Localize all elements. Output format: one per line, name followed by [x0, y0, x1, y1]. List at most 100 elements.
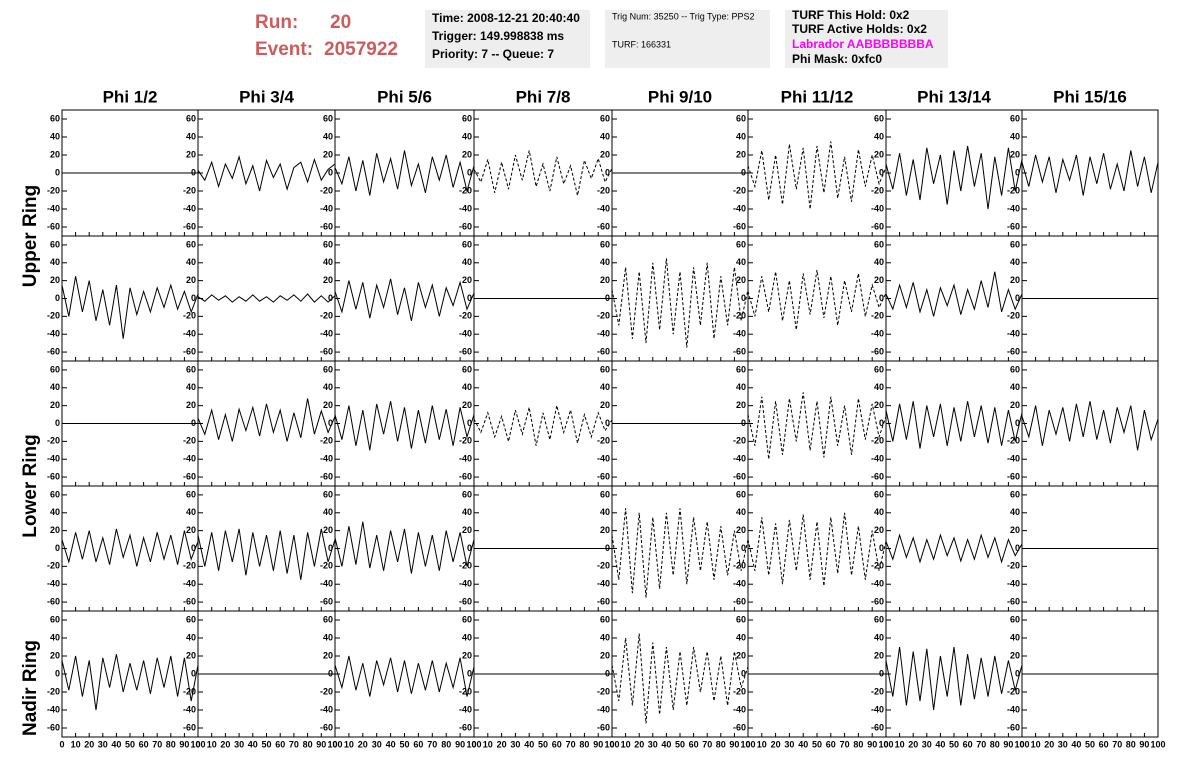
- x-tick-label: 10: [621, 739, 631, 749]
- y-tick-label: 60: [462, 113, 472, 123]
- y-tick-label: 20: [186, 650, 196, 660]
- column-title: Phi 13/14: [917, 87, 991, 106]
- y-tick-label: -40: [47, 329, 60, 339]
- y-tick-label: 0: [741, 418, 746, 428]
- y-tick-label: 40: [600, 131, 610, 141]
- x-tick-label: 60: [826, 739, 836, 749]
- y-tick-label: -60: [320, 346, 333, 356]
- y-tick-label: 60: [186, 239, 196, 249]
- y-tick-label: 60: [1010, 614, 1020, 624]
- y-tick-label: -20: [320, 686, 333, 696]
- panel-frame: [1021, 360, 1159, 487]
- column-title: Phi 15/16: [1053, 87, 1127, 106]
- y-tick-label: -40: [597, 329, 610, 339]
- y-tick-label: -40: [871, 203, 884, 213]
- x-tick-label: 20: [634, 739, 644, 749]
- y-tick-label: 60: [600, 364, 610, 374]
- waveform: [885, 401, 1023, 449]
- waveform: [473, 150, 613, 196]
- waveform: [473, 405, 613, 446]
- x-tick-label: 30: [648, 739, 658, 749]
- y-tick-label: -40: [459, 704, 472, 714]
- x-tick-label: 20: [84, 739, 94, 749]
- y-tick-label: 0: [467, 668, 472, 678]
- x-tick-label: 80: [716, 739, 726, 749]
- y-tick-label: 40: [1010, 257, 1020, 267]
- y-tick-label: 20: [323, 525, 333, 535]
- y-tick-label: 40: [1010, 632, 1020, 642]
- y-tick-label: -60: [871, 221, 884, 231]
- y-tick-label: -40: [183, 329, 196, 339]
- y-tick-label: -60: [459, 596, 472, 606]
- y-tick-label: 60: [186, 113, 196, 123]
- y-tick-label: 0: [1015, 293, 1020, 303]
- y-tick-label: -40: [1007, 329, 1020, 339]
- run-value: 20: [330, 12, 351, 33]
- y-tick-label: 0: [55, 293, 60, 303]
- panel-frame: [334, 109, 475, 237]
- y-tick-label: 60: [186, 364, 196, 374]
- y-tick-label: -60: [1007, 346, 1020, 356]
- y-tick-label: -40: [459, 203, 472, 213]
- y-tick-label: -20: [1007, 436, 1020, 446]
- row-title: Nadir Ring: [20, 640, 41, 736]
- x-tick-label: 100: [190, 739, 205, 749]
- y-tick-label: 60: [1010, 113, 1020, 123]
- waveform: [334, 401, 475, 451]
- y-tick-label: -20: [47, 185, 60, 195]
- y-tick-label: 40: [600, 632, 610, 642]
- y-tick-label: -40: [1007, 579, 1020, 589]
- y-tick-label: -60: [733, 346, 746, 356]
- y-tick-label: 40: [50, 632, 60, 642]
- y-tick-label: -40: [183, 454, 196, 464]
- y-tick-label: 0: [605, 293, 610, 303]
- x-tick-label: 70: [976, 739, 986, 749]
- x-tick-label: 90: [729, 739, 739, 749]
- x-tick-label: 40: [1071, 739, 1081, 749]
- y-tick-label: 40: [323, 382, 333, 392]
- y-tick-label: 0: [191, 543, 196, 553]
- y-tick-label: 40: [736, 131, 746, 141]
- x-tick-label: 0: [883, 739, 888, 749]
- y-tick-label: 60: [323, 239, 333, 249]
- y-tick-label: 40: [600, 382, 610, 392]
- x-tick-label: 100: [466, 739, 481, 749]
- y-tick-label: 0: [1015, 418, 1020, 428]
- y-tick-label: 20: [186, 275, 196, 285]
- y-tick-label: 20: [186, 525, 196, 535]
- panel-frame: [747, 360, 887, 487]
- x-tick-label: 80: [303, 739, 313, 749]
- x-tick-label: 0: [745, 739, 750, 749]
- y-tick-label: 20: [600, 525, 610, 535]
- waveform: [885, 646, 1023, 711]
- y-tick-label: -20: [871, 436, 884, 446]
- y-tick-label: 60: [323, 113, 333, 123]
- panel-frame: [885, 109, 1023, 237]
- x-tick-label: 70: [702, 739, 712, 749]
- x-tick-label: 30: [372, 739, 382, 749]
- y-tick-label: 0: [191, 167, 196, 177]
- y-tick-label: -20: [871, 185, 884, 195]
- y-tick-label: -20: [459, 561, 472, 571]
- y-tick-label: 0: [1015, 668, 1020, 678]
- x-tick-label: 20: [497, 739, 507, 749]
- y-tick-label: 60: [874, 614, 884, 624]
- y-tick-label: -20: [871, 686, 884, 696]
- y-tick-label: 40: [186, 632, 196, 642]
- y-tick-label: 20: [50, 525, 60, 535]
- y-tick-label: -60: [183, 346, 196, 356]
- y-tick-label: 20: [600, 149, 610, 159]
- info-text: TURF This Hold: 0x2: [792, 8, 910, 22]
- y-tick-label: -20: [597, 311, 610, 321]
- y-tick-label: 40: [736, 507, 746, 517]
- row-title: Upper Ring: [20, 185, 41, 287]
- y-tick-label: -40: [597, 454, 610, 464]
- x-tick-label: 0: [59, 739, 64, 749]
- y-tick-label: 0: [328, 293, 333, 303]
- x-tick-label: 0: [332, 739, 337, 749]
- y-tick-label: -20: [47, 311, 60, 321]
- y-tick-label: 0: [467, 543, 472, 553]
- y-tick-label: -20: [183, 561, 196, 571]
- x-tick-label: 20: [771, 739, 781, 749]
